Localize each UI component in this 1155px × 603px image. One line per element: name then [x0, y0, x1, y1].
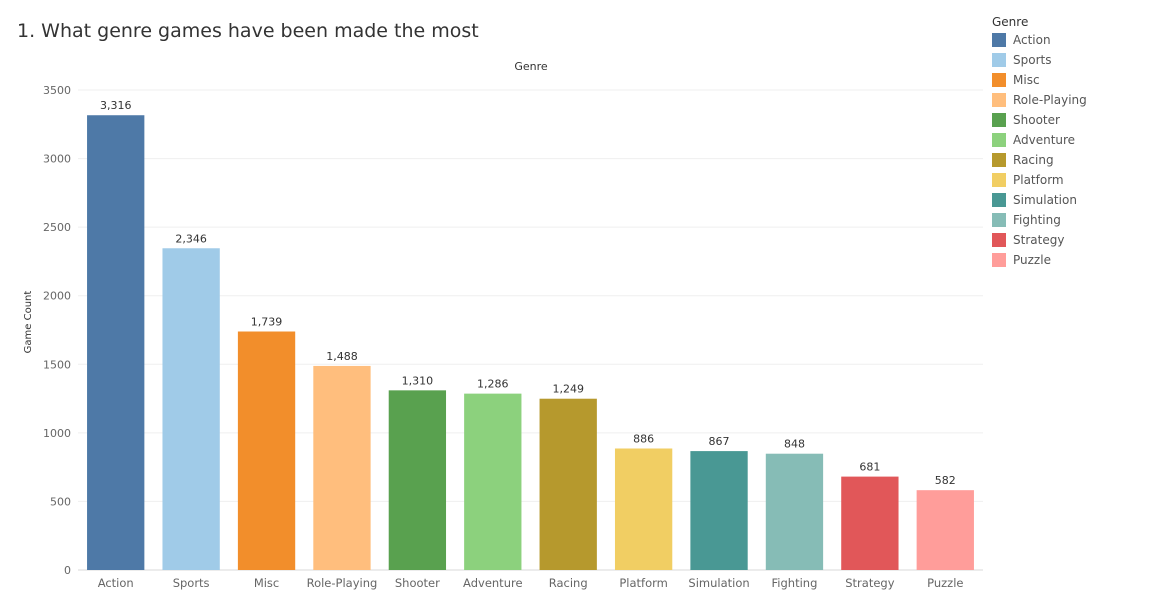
- legend-item[interactable]: Platform: [992, 170, 1087, 190]
- x-tick-label: Strategy: [845, 576, 894, 590]
- y-tick-label: 0: [64, 564, 71, 577]
- data-label: 867: [709, 435, 730, 448]
- y-tick-label: 500: [50, 495, 71, 508]
- legend-item[interactable]: Adventure: [992, 130, 1087, 150]
- legend-label: Misc: [1013, 73, 1040, 87]
- bar-role-playing[interactable]: [313, 365, 371, 570]
- x-tick-label: Racing: [549, 576, 588, 590]
- y-axis-ticks: 0 500 1000 1500 2000 2500 3000 3500: [43, 84, 71, 577]
- bar-sports[interactable]: [162, 248, 220, 570]
- legend-swatch: [992, 93, 1006, 107]
- legend-label: Racing: [1013, 153, 1054, 167]
- x-tick-label: Sports: [173, 576, 210, 590]
- legend-label: Fighting: [1013, 213, 1061, 227]
- data-label: 582: [935, 474, 956, 487]
- data-label: 1,739: [251, 316, 283, 329]
- legend-item[interactable]: Strategy: [992, 230, 1087, 250]
- data-label: 1,310: [402, 374, 434, 387]
- bar-fighting[interactable]: [765, 453, 824, 570]
- data-label: 1,488: [326, 350, 358, 363]
- legend-item[interactable]: Racing: [992, 150, 1087, 170]
- legend-item[interactable]: Role-Playing: [992, 90, 1087, 110]
- x-tick-label: Adventure: [463, 576, 522, 590]
- legend-item[interactable]: Simulation: [992, 190, 1087, 210]
- data-label: 2,346: [175, 232, 207, 245]
- legend-swatch: [992, 133, 1006, 147]
- page-title: 1. What genre games have been made the m…: [17, 20, 479, 42]
- y-tick-label: 3000: [43, 153, 71, 166]
- legend-label: Platform: [1013, 173, 1064, 187]
- legend-title: Genre: [992, 15, 1029, 29]
- y-tick-label: 2500: [43, 221, 71, 234]
- data-label: 848: [784, 438, 805, 451]
- bar-adventure[interactable]: [464, 393, 522, 570]
- data-labels: 3,316 2,346 1,739 1,488 1,310 1,286 1,249 886 86…: [100, 99, 956, 487]
- legend-swatch: [992, 173, 1006, 187]
- bars: [87, 115, 974, 570]
- bar-platform[interactable]: [614, 448, 673, 570]
- legend-swatch: [992, 233, 1006, 247]
- y-axis-label: Game Count: [23, 291, 34, 354]
- legend-item[interactable]: Shooter: [992, 110, 1087, 130]
- legend-item[interactable]: Fighting: [992, 210, 1087, 230]
- legend-label: Strategy: [1013, 233, 1065, 247]
- legend-swatch: [992, 193, 1006, 207]
- legend-item[interactable]: Sports: [992, 50, 1087, 70]
- legend-label: Puzzle: [1013, 253, 1051, 267]
- gridlines: [78, 89, 983, 571]
- x-tick-label: Fighting: [772, 576, 818, 590]
- legend: Genre Action Sports Misc Role-Playing Shoote…: [992, 14, 1087, 270]
- y-tick-label: 2000: [43, 290, 71, 303]
- legend-label: Role-Playing: [1013, 93, 1087, 107]
- legend-item[interactable]: Puzzle: [992, 250, 1087, 270]
- bar-racing[interactable]: [539, 398, 597, 570]
- legend-items: Action Sports Misc Role-Playing Shooter Adven…: [992, 30, 1087, 270]
- data-label: 886: [633, 432, 654, 445]
- data-label: 3,316: [100, 99, 132, 112]
- x-tick-label: Action: [98, 576, 134, 590]
- bar-strategy[interactable]: [841, 476, 899, 570]
- x-tick-label: Shooter: [395, 576, 440, 590]
- legend-item[interactable]: Action: [992, 30, 1087, 50]
- bar-puzzle[interactable]: [916, 490, 974, 570]
- y-tick-label: 1500: [43, 358, 71, 371]
- legend-label: Simulation: [1013, 193, 1077, 207]
- legend-label: Adventure: [1013, 133, 1076, 147]
- chart-title: Genre: [514, 60, 548, 73]
- x-tick-label: Simulation: [688, 576, 749, 590]
- data-label: 1,286: [477, 378, 509, 391]
- legend-label: Shooter: [1013, 113, 1060, 127]
- x-tick-label: Misc: [254, 576, 279, 590]
- data-label: 681: [859, 461, 880, 474]
- y-tick-label: 1000: [43, 427, 71, 440]
- bar-chart: 0 500 1000 1500 2000 2500 3000 3500 3,316 2,346 1…: [23, 60, 983, 590]
- x-axis-ticks: Action Sports Misc Role-Playing Shooter Adven…: [98, 576, 964, 590]
- bar-action[interactable]: [87, 115, 145, 570]
- y-tick-label: 3500: [43, 84, 71, 97]
- legend-label: Action: [1013, 33, 1051, 47]
- x-tick-label: Puzzle: [927, 576, 963, 590]
- bar-misc[interactable]: [237, 331, 296, 570]
- bar-shooter[interactable]: [388, 390, 447, 570]
- legend-swatch: [992, 53, 1006, 67]
- legend-swatch: [992, 113, 1006, 127]
- legend-swatch: [992, 73, 1006, 87]
- legend-swatch: [992, 33, 1006, 47]
- x-tick-label: Platform: [619, 576, 668, 590]
- bar-simulation[interactable]: [690, 451, 748, 570]
- legend-label: Sports: [1013, 53, 1052, 67]
- legend-item[interactable]: Misc: [992, 70, 1087, 90]
- legend-swatch: [992, 213, 1006, 227]
- legend-swatch: [992, 153, 1006, 167]
- legend-swatch: [992, 253, 1006, 267]
- data-label: 1,249: [552, 383, 584, 396]
- x-tick-label: Role-Playing: [307, 576, 378, 590]
